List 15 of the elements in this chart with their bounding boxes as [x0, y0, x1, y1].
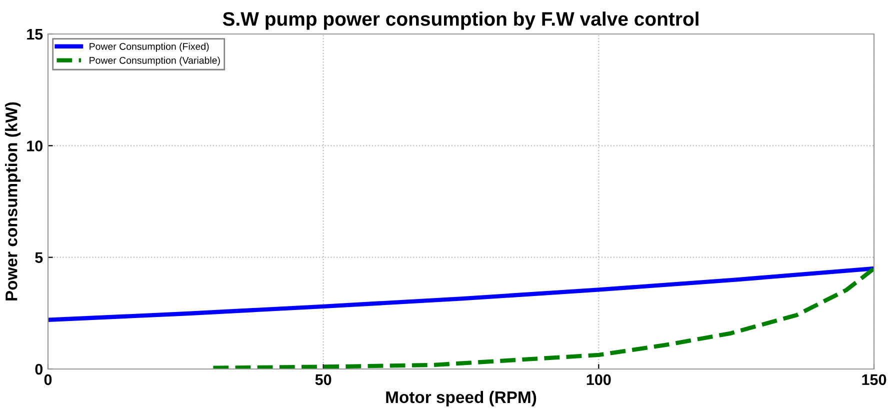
y-tick-label: 0 [35, 364, 43, 375]
y-tick-label: 15 [27, 29, 43, 40]
y-tick-label: 5 [35, 252, 43, 264]
y-axis-title: Power consumption (kW) [5, 102, 21, 300]
y-tick-label: 10 [27, 140, 43, 152]
x-tick-label: 50 [315, 374, 332, 386]
chart-title: S.W pump power consumption by F.W valve control [222, 12, 698, 30]
legend-label: Power Consumption (Fixed) [90, 42, 209, 52]
line-series [211, 266, 874, 369]
x-tick-label: 100 [586, 374, 611, 386]
line-series [48, 266, 874, 322]
x-tick-label: 0 [44, 374, 52, 386]
x-tick-label: 150 [862, 374, 886, 386]
legend-label: Power Consumption (Variable) [90, 56, 220, 66]
x-axis-title: Motor speed (RPM) [386, 390, 536, 406]
